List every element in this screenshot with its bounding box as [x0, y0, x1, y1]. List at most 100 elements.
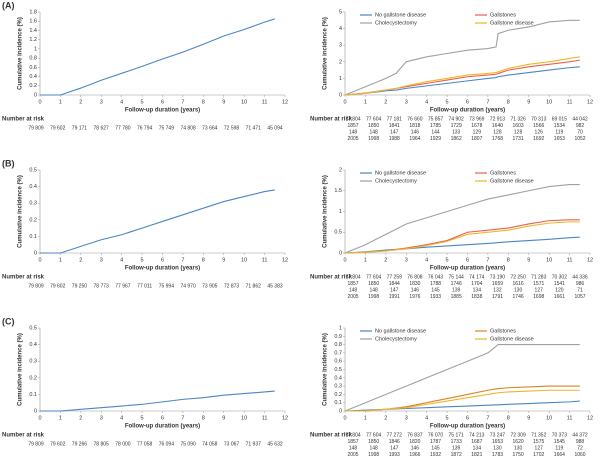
- risk-value: 72 309: [510, 432, 526, 438]
- risk-value: 1821: [471, 452, 482, 458]
- risk-value: 133: [452, 129, 461, 135]
- x-tick-label: 11: [262, 415, 268, 421]
- risk-value: 79 809: [28, 441, 44, 447]
- risk-value: 1991: [389, 294, 400, 300]
- x-tick-label: 1: [364, 415, 367, 421]
- risk-value: 1993: [389, 452, 400, 458]
- y-tick-label: 1.4: [29, 28, 37, 34]
- x-tick-label: 6: [466, 99, 469, 105]
- y-tick-label: 4: [339, 26, 342, 32]
- y-tick-label: 0.5: [29, 325, 37, 331]
- x-tick-label: 8: [507, 99, 510, 105]
- y-tick-label: 3: [339, 43, 342, 49]
- risk-value: 77 058: [137, 441, 153, 447]
- risk-value: 77 804: [345, 432, 361, 438]
- risk-value: 134: [473, 445, 482, 451]
- risk-value: 73 905: [202, 283, 218, 289]
- x-tick-label: 0: [38, 99, 41, 105]
- risk-value: 1687: [471, 439, 482, 445]
- risk-value: 75 144: [449, 274, 465, 280]
- risk-value: 1704: [471, 281, 482, 287]
- y-tick-label: 2: [339, 59, 342, 65]
- risk-value: 1850: [368, 439, 379, 445]
- risk-value: 78 773: [94, 283, 110, 289]
- y-tick-label: 0.4: [29, 342, 37, 348]
- risk-value: 1872: [451, 452, 462, 458]
- x-tick-label: 11: [567, 257, 573, 263]
- risk-value: 1998: [368, 294, 379, 300]
- x-tick-label: 5: [141, 99, 144, 105]
- risk-label: Number at risk: [310, 433, 353, 439]
- risk-label: Number at risk: [310, 275, 353, 281]
- risk-value: 148: [349, 129, 358, 135]
- risk-label: Number at risk: [2, 275, 45, 281]
- risk-value: 70: [577, 129, 583, 135]
- risk-value: 1998: [368, 452, 379, 458]
- panel-label: (B): [2, 158, 15, 168]
- risk-value: 2005: [347, 136, 358, 142]
- risk-value: 1731: [513, 136, 524, 142]
- risk-value: 1746: [513, 294, 524, 300]
- risk-value: 146: [411, 445, 420, 451]
- x-tick-label: 9: [222, 415, 225, 421]
- y-tick-label: 0.4: [334, 375, 342, 381]
- legend-label: Gallstone disease: [490, 178, 534, 184]
- risk-value: 127: [535, 287, 544, 293]
- risk-value: 77 604: [366, 274, 382, 280]
- panel-label: (C): [2, 316, 15, 326]
- x-tick-label: 12: [282, 257, 288, 263]
- risk-value: 79 266: [72, 441, 88, 447]
- risk-value: 73 664: [202, 125, 218, 131]
- risk-value: 74 174: [469, 274, 485, 280]
- risk-value: 76 070: [428, 432, 444, 438]
- risk-value: 1818: [409, 123, 420, 129]
- y-tick-label: 1: [34, 46, 37, 52]
- x-tick-label: 2: [384, 415, 387, 421]
- y-tick-label: 0.3: [334, 384, 342, 390]
- risk-value: 2005: [347, 452, 358, 458]
- y-tick-label: 0.1: [334, 400, 342, 406]
- risk-value: 1966: [409, 452, 420, 458]
- risk-value: 1807: [471, 136, 482, 142]
- risk-value: 79 171: [72, 125, 88, 131]
- risk-value: 986: [576, 281, 585, 287]
- risk-value: 145: [431, 445, 440, 451]
- risk-value: 71 937: [246, 441, 262, 447]
- x-tick-label: 9: [527, 415, 530, 421]
- y-tick-label: 0.2: [334, 392, 342, 398]
- y-tick-label: 0.5: [29, 167, 37, 173]
- x-tick-label: 9: [222, 99, 225, 105]
- x-axis-label: Follow-up duration (years): [125, 424, 200, 430]
- y-axis-label: Cumulative incidence (%): [18, 333, 24, 406]
- risk-value: 76 094: [159, 441, 175, 447]
- risk-value: 1932: [430, 452, 441, 458]
- x-tick-label: 1: [364, 99, 367, 105]
- risk-value: 1988: [389, 136, 400, 142]
- risk-value: 1060: [574, 452, 585, 458]
- risk-value: 126: [535, 129, 544, 135]
- risk-value: 71 352: [531, 432, 547, 438]
- x-tick-label: 12: [282, 99, 288, 105]
- series-line: [344, 66, 580, 96]
- x-tick-label: 3: [100, 257, 103, 263]
- x-tick-label: 12: [587, 99, 593, 105]
- risk-value: 1620: [513, 439, 524, 445]
- risk-value: 77 804: [345, 274, 361, 280]
- risk-value: 130: [493, 445, 502, 451]
- risk-value: 1571: [533, 281, 544, 287]
- risk-value: 130: [514, 287, 523, 293]
- y-tick-label: 0.1: [29, 234, 37, 240]
- risk-value: 79 809: [28, 283, 44, 289]
- y-tick-label: 0.2: [29, 375, 37, 381]
- x-tick-label: 4: [120, 415, 123, 421]
- risk-value: 1841: [389, 123, 400, 129]
- x-axis-label: Follow-up duration (years): [430, 424, 505, 430]
- legend-label: Cholecystectomy: [375, 20, 417, 26]
- risk-value: 75 090: [180, 441, 196, 447]
- x-tick-label: 4: [120, 99, 123, 105]
- risk-value: 76 808: [407, 274, 423, 280]
- x-tick-label: 11: [262, 257, 268, 263]
- risk-value: 79 602: [50, 125, 66, 131]
- legend-label: Gallstone disease: [490, 336, 534, 342]
- risk-value: 1664: [554, 452, 565, 458]
